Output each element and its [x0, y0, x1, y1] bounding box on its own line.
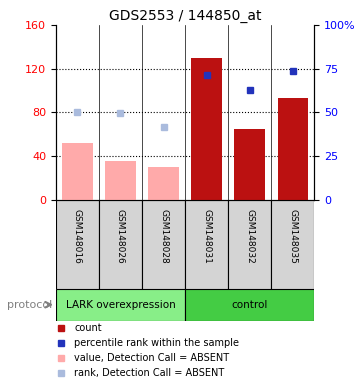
Text: percentile rank within the sample: percentile rank within the sample	[74, 338, 239, 348]
Text: count: count	[74, 323, 102, 333]
Text: protocol: protocol	[7, 300, 52, 310]
Bar	[56, 200, 99, 289]
Text: rank, Detection Call = ABSENT: rank, Detection Call = ABSENT	[74, 368, 224, 378]
Bar	[105, 161, 135, 200]
Bar	[185, 289, 314, 321]
Text: GSM148026: GSM148026	[116, 209, 125, 263]
Bar	[56, 289, 185, 321]
Title: GDS2553 / 144850_at: GDS2553 / 144850_at	[109, 8, 261, 23]
Text: GSM148032: GSM148032	[245, 209, 254, 263]
Bar	[235, 129, 265, 200]
Bar	[278, 98, 308, 200]
Text: LARK overexpression: LARK overexpression	[66, 300, 175, 310]
Bar	[99, 200, 142, 289]
Bar	[142, 200, 185, 289]
Text: value, Detection Call = ABSENT: value, Detection Call = ABSENT	[74, 353, 229, 363]
Text: GSM148028: GSM148028	[159, 209, 168, 263]
Bar	[271, 200, 314, 289]
Bar	[185, 200, 228, 289]
Bar	[191, 58, 222, 200]
Text: control: control	[231, 300, 268, 310]
Bar	[62, 143, 92, 200]
Bar	[148, 167, 179, 200]
Text: GSM148016: GSM148016	[73, 209, 82, 263]
Text: GSM148035: GSM148035	[288, 209, 297, 263]
Text: GSM148031: GSM148031	[202, 209, 211, 263]
Bar	[228, 200, 271, 289]
